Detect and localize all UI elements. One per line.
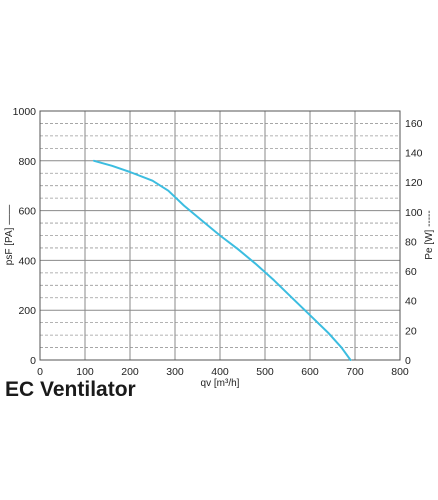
y-tick-label-right: 0 bbox=[405, 355, 411, 367]
y-tick-label-right: 40 bbox=[405, 296, 417, 308]
y-tick-label-right: 140 bbox=[405, 148, 423, 160]
x-tick-label: 0 bbox=[37, 366, 43, 378]
y-tick-label-left: 800 bbox=[18, 156, 36, 168]
x-tick-label: 800 bbox=[391, 366, 409, 378]
y-tick-label-right: 120 bbox=[405, 177, 423, 189]
y-axis-label-left: psF [PA] —— bbox=[4, 205, 15, 265]
series-point bbox=[167, 190, 169, 192]
series-point bbox=[340, 346, 343, 349]
tick-labels: 0 200 400 600 800 1000 0 20 40 60 80 100 120 140 160 0 1… bbox=[13, 106, 423, 378]
series-point bbox=[151, 180, 154, 182]
y-tick-label-right: 160 bbox=[405, 118, 423, 130]
series-point bbox=[237, 248, 239, 250]
series-point bbox=[201, 219, 203, 222]
y-tick-label-left: 0 bbox=[30, 355, 36, 367]
series-points bbox=[93, 160, 352, 361]
grid bbox=[40, 111, 400, 360]
y-axis-label-right: Pe [W] ----- bbox=[424, 210, 435, 259]
series-point bbox=[219, 234, 221, 237]
y-tick-label-left: 400 bbox=[18, 255, 36, 267]
x-tick-label: 200 bbox=[121, 366, 139, 378]
x-axis-label: qv [m³/h] bbox=[201, 378, 240, 389]
series-point bbox=[327, 332, 329, 334]
y-tick-label-right: 100 bbox=[405, 207, 423, 219]
series-point bbox=[93, 160, 95, 162]
chart-title: EC Ventilator bbox=[5, 378, 136, 401]
x-tick-label: 300 bbox=[166, 366, 184, 378]
series-point bbox=[183, 205, 185, 207]
series-point bbox=[255, 263, 257, 265]
series-point bbox=[309, 314, 311, 316]
y-tick-label-left: 1000 bbox=[13, 106, 37, 118]
series-point bbox=[129, 171, 131, 173]
x-tick-label: 700 bbox=[346, 366, 364, 378]
series-line-pressure bbox=[93, 159, 352, 361]
y-tick-label-left: 600 bbox=[18, 206, 36, 218]
series-point bbox=[291, 297, 293, 299]
y-tick-label-right: 80 bbox=[405, 236, 417, 248]
x-tick-label: 600 bbox=[301, 366, 319, 378]
series-point bbox=[273, 279, 275, 281]
x-tick-label: 100 bbox=[76, 366, 94, 378]
x-tick-label: 400 bbox=[211, 366, 229, 378]
plot-frame bbox=[39, 110, 401, 361]
series-point bbox=[111, 165, 113, 167]
y-tick-label-left: 200 bbox=[18, 305, 36, 317]
y-tick-label-right: 60 bbox=[405, 266, 417, 278]
y-tick-label-right: 20 bbox=[405, 325, 417, 337]
series-point bbox=[349, 359, 352, 361]
x-tick-label: 500 bbox=[256, 366, 274, 378]
